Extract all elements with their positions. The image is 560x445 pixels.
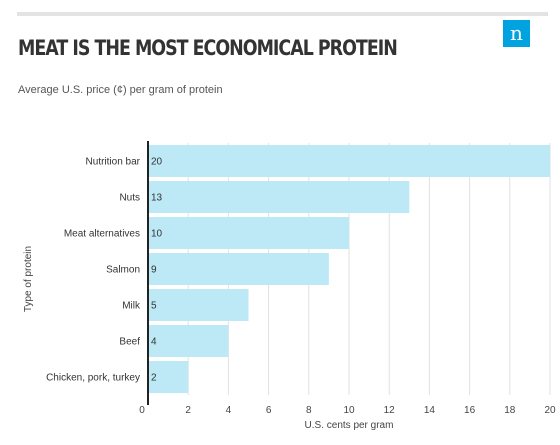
category-label: Nuts [119,193,140,204]
x-tick-label: 10 [343,405,355,416]
x-tick-label: 6 [266,405,272,416]
category-label: Beef [119,337,140,348]
x-axis-title: U.S. cents per gram [305,420,394,431]
x-tick-label: 18 [504,405,516,416]
top-rule [17,12,548,16]
x-tick-label: 4 [226,405,232,416]
data-label: 13 [151,193,163,204]
y-axis-title: Type of protein [23,246,34,312]
category-label: Chicken, pork, turkey [46,373,140,384]
category-label: Nutrition bar [86,157,141,168]
x-tick-label: 20 [544,405,556,416]
bars [148,145,550,393]
nielsen-logo-icon: n [503,20,530,47]
data-label: 9 [151,265,157,276]
data-label: 20 [151,157,163,168]
bar [148,145,550,177]
category-label: Salmon [106,265,140,276]
chart-subtitle: Average U.S. price (¢) per gram of prote… [18,84,223,96]
bar [148,325,229,357]
chart-title: MEAT IS THE MOST ECONOMICAL PROTEIN [18,36,398,60]
x-tick-label: 16 [464,405,476,416]
x-tick-label: 0 [139,405,145,416]
bar [148,217,349,249]
bar [148,361,189,393]
data-label: 10 [151,229,163,240]
bar [148,181,410,213]
x-tick-label: 12 [384,405,396,416]
data-label: 4 [151,337,157,348]
category-label: Meat alternatives [64,229,140,240]
x-tick-label: 14 [424,405,436,416]
data-label: 5 [151,301,157,312]
logo-letter: n [510,21,523,45]
bar [148,289,249,321]
category-label: Milk [122,301,141,312]
x-tick-label: 2 [185,405,191,416]
labels: 0 2 4 6 8 10 12 14 16 18 20 Nutrition bar 20 Nuts 13 Me… [46,157,556,417]
x-tick-label: 8 [306,405,312,416]
bar [148,253,329,285]
data-label: 2 [151,373,157,384]
